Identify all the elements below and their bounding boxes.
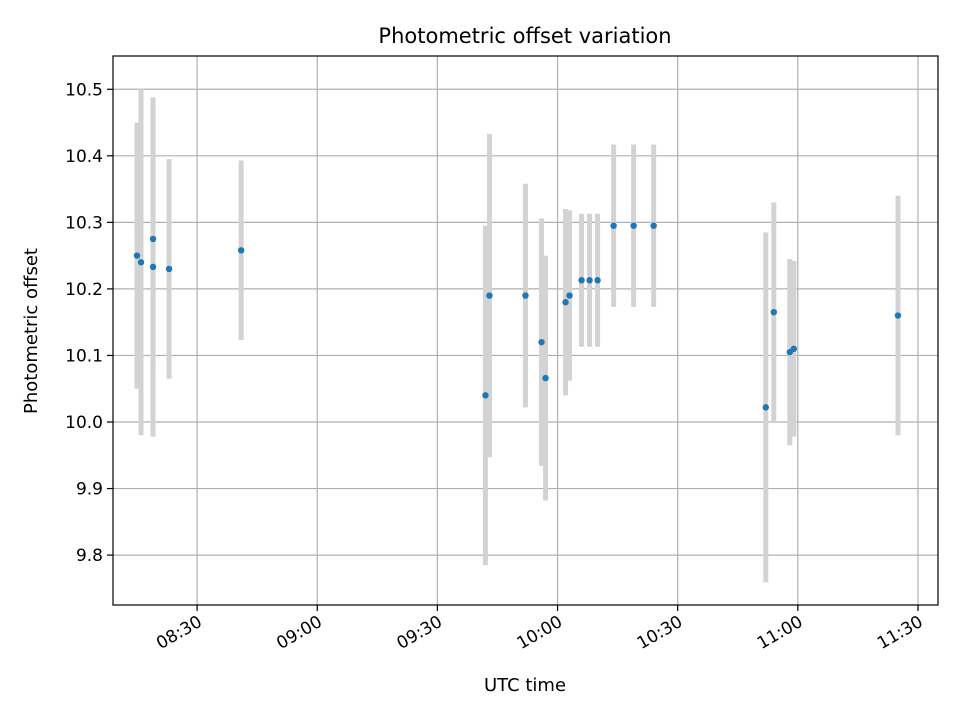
data-point [650, 222, 657, 229]
data-point [542, 374, 549, 382]
y-tick-label: 10.3 [65, 213, 103, 233]
y-tick-label: 10.2 [65, 280, 103, 300]
data-point [610, 222, 617, 229]
data-point [165, 265, 173, 273]
y-tick-label: 10.4 [65, 147, 103, 167]
data-point [137, 259, 145, 266]
y-tick-label: 9.9 [76, 480, 103, 500]
data-point [486, 292, 493, 299]
data-point [586, 277, 593, 284]
data-point [149, 235, 157, 243]
chart-title: Photometric offset variation [378, 24, 671, 48]
x-tick-label: 11:00 [754, 612, 806, 654]
error-bars [134, 89, 901, 583]
plot-frame [112, 55, 939, 606]
data-point [578, 277, 585, 284]
data-point [149, 263, 157, 271]
data-point [237, 247, 245, 254]
data-point [894, 312, 902, 319]
data-point [770, 309, 778, 316]
x-tick-label: 10:30 [634, 612, 686, 654]
y-axis-ticks: 9.8 9.9 10.0 10.1 10.2 10.3 10.4 10.5 [65, 80, 113, 566]
y-axis-label: Photometric offset [21, 248, 42, 414]
data-point [538, 338, 545, 346]
data-points [133, 222, 902, 411]
data-point [562, 299, 569, 306]
data-point [482, 392, 489, 399]
y-tick-label: 10.1 [65, 346, 103, 366]
y-tick-label: 10.5 [65, 80, 103, 100]
data-point [630, 222, 637, 229]
data-point [790, 345, 798, 352]
x-tick-label: 09:00 [273, 612, 325, 654]
x-axis-ticks: 08:30 09:00 09:30 10:00 10:30 11:00 11:30 [153, 605, 926, 654]
data-point [566, 292, 573, 299]
data-point [522, 292, 529, 299]
x-tick-label: 11:30 [874, 612, 926, 654]
data-point [594, 277, 601, 284]
x-tick-label: 08:30 [153, 612, 205, 654]
x-tick-label: 09:30 [393, 612, 445, 654]
y-tick-label: 9.8 [76, 546, 103, 566]
x-axis-label: UTC time [484, 675, 566, 696]
data-point [762, 404, 769, 411]
x-tick-label: 10:00 [514, 612, 566, 654]
y-tick-label: 10.0 [65, 413, 103, 433]
data-point [133, 252, 141, 259]
